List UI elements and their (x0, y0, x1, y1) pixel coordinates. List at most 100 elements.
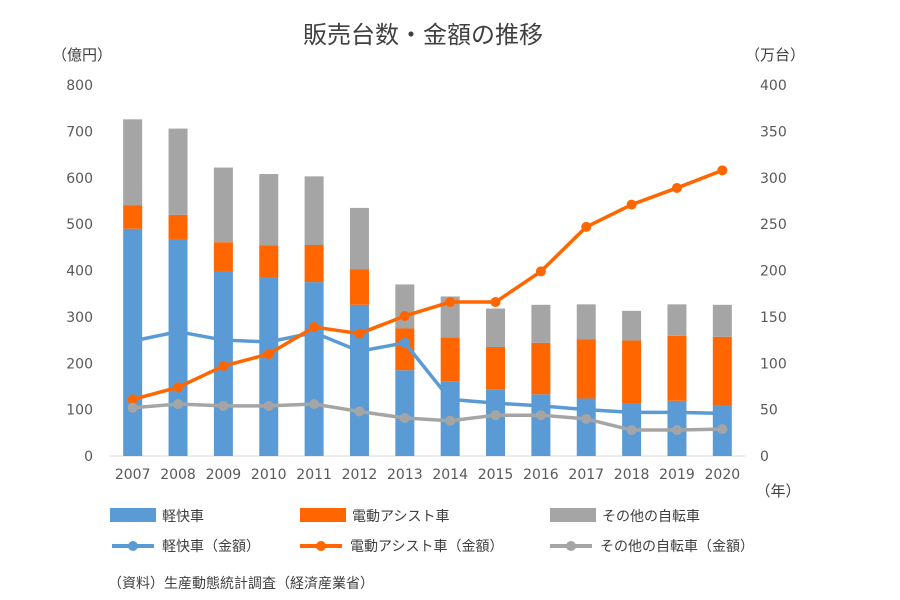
bar-segment-series-3 (304, 176, 324, 245)
bar-segment-series-3 (712, 304, 732, 337)
right-axis-label: （万台） (745, 46, 805, 64)
line-point-series-3 (309, 399, 320, 410)
right-tick-label: 50 (760, 403, 778, 419)
line-series-2 (132, 168, 723, 402)
line-point-series-1 (263, 336, 274, 347)
x-axis-ticks: 2007 2008 2009 2010 2011 2012 2013 2014 2015 2016… (115, 467, 740, 483)
bar-segment-series-3 (531, 304, 551, 343)
line-point-series-3 (173, 399, 184, 410)
bar-segment-series-2 (712, 336, 732, 406)
x-tick-label: 2013 (387, 467, 423, 483)
legend-label-bar-1: 軽快車 (162, 508, 204, 525)
line-point-series-1 (581, 404, 592, 415)
bar-segment-series-2 (123, 205, 143, 229)
bar-segment-series-3 (395, 284, 415, 329)
chart-title: 販売台数・金額の推移 (303, 21, 543, 49)
right-tick-label: 300 (760, 171, 787, 187)
legend-label-line-3: その他の自転車（金額） (600, 538, 754, 555)
bar-segment-series-1 (531, 394, 551, 456)
bar-segment-series-2 (486, 347, 506, 390)
x-tick-label: 2012 (342, 467, 378, 483)
x-tick-label: 2019 (659, 467, 695, 483)
legend-label-line-1: 軽快車（金額） (162, 538, 260, 555)
line-point-series-3 (671, 425, 682, 436)
legend-swatch-bar-2 (300, 508, 346, 522)
right-tick-label: 100 (760, 356, 787, 372)
x-tick-label: 2010 (251, 467, 287, 483)
bar-segment-series-1 (576, 398, 596, 456)
line-point-series-1 (626, 407, 637, 418)
legend-label-bar-3: その他の自転車 (602, 508, 700, 525)
legend-label-line-2: 電動アシスト車（金額） (350, 538, 503, 555)
line-point-series-2 (445, 297, 456, 308)
line-point-series-3 (263, 400, 274, 411)
bar-segment-series-2 (395, 328, 415, 371)
left-tick-label: 200 (66, 356, 93, 372)
left-axis-label: （億円） (52, 46, 112, 64)
line-point-series-2 (581, 221, 592, 232)
line-point-series-2 (671, 182, 682, 193)
bar-segment-series-2 (259, 245, 279, 278)
line-point-series-1 (445, 394, 456, 405)
bar-segment-series-2 (213, 242, 233, 271)
bar-segment-series-2 (304, 244, 324, 283)
x-tick-label: 2020 (705, 467, 741, 483)
source-note: （資料）生産動態統計調査（経済産業省） (108, 576, 374, 592)
bar-segment-series-3 (168, 128, 188, 215)
left-tick-label: 400 (66, 264, 93, 280)
line-point-series-1 (354, 346, 365, 357)
legend-marker-line-2 (316, 541, 326, 551)
legend: 軽快車 電動アシスト車 その他の自転車 軽快車（金額） 電動アシスト車（金額） … (110, 508, 754, 555)
legend-swatch-bar-1 (110, 508, 156, 522)
line-point-series-3 (127, 402, 138, 413)
bar-segment-series-3 (576, 304, 596, 340)
bar-segment-series-2 (667, 335, 687, 401)
left-tick-label: 0 (84, 449, 93, 465)
x-tick-label: 2016 (523, 467, 559, 483)
line-point-series-1 (218, 335, 229, 346)
line-point-series-2 (490, 297, 501, 308)
x-unit-label: （年） (755, 482, 800, 500)
left-tick-label: 100 (66, 403, 93, 419)
bar-segment-series-3 (259, 174, 279, 246)
line-point-series-2 (399, 310, 410, 321)
right-axis-ticks: 0 50 100 150 200 250 300 350 400 (760, 78, 787, 465)
bar-segment-series-3 (667, 304, 687, 336)
line-point-series-1 (127, 335, 138, 346)
bar-segment-series-2 (531, 342, 551, 395)
legend-label-bar-2: 電動アシスト車 (352, 508, 449, 525)
bar-segment-series-1 (486, 389, 506, 456)
bar-segment-series-2 (622, 340, 642, 404)
x-tick-label: 2009 (206, 467, 242, 483)
bar-segment-series-1 (259, 277, 279, 456)
bar-segment-series-3 (213, 167, 233, 243)
line-point-series-2 (173, 382, 184, 393)
legend-marker-line-3 (566, 541, 576, 551)
bar-segment-series-2 (349, 269, 369, 305)
line-point-series-1 (535, 400, 546, 411)
right-tick-label: 250 (760, 217, 787, 233)
line-point-series-1 (717, 408, 728, 419)
left-tick-label: 300 (66, 310, 93, 326)
line-point-series-1 (671, 407, 682, 418)
line-point-series-3 (445, 415, 456, 426)
line-point-series-3 (354, 406, 365, 417)
x-tick-label: 2018 (614, 467, 650, 483)
lines (127, 165, 728, 436)
bar-segment-series-2 (168, 214, 188, 239)
x-tick-label: 2014 (432, 467, 468, 483)
bar-segment-series-3 (486, 308, 506, 348)
right-tick-label: 150 (760, 310, 787, 326)
right-tick-label: 400 (760, 78, 787, 94)
line-point-series-3 (399, 412, 410, 423)
bar-segment-series-2 (576, 339, 596, 399)
line-point-series-1 (399, 337, 410, 348)
x-tick-label: 2015 (478, 467, 514, 483)
line-point-series-1 (490, 398, 501, 409)
line-point-series-2 (263, 348, 274, 359)
bar-segment-series-3 (349, 207, 369, 270)
line-point-series-2 (354, 328, 365, 339)
line-point-series-3 (535, 410, 546, 421)
line-point-series-1 (173, 326, 184, 337)
